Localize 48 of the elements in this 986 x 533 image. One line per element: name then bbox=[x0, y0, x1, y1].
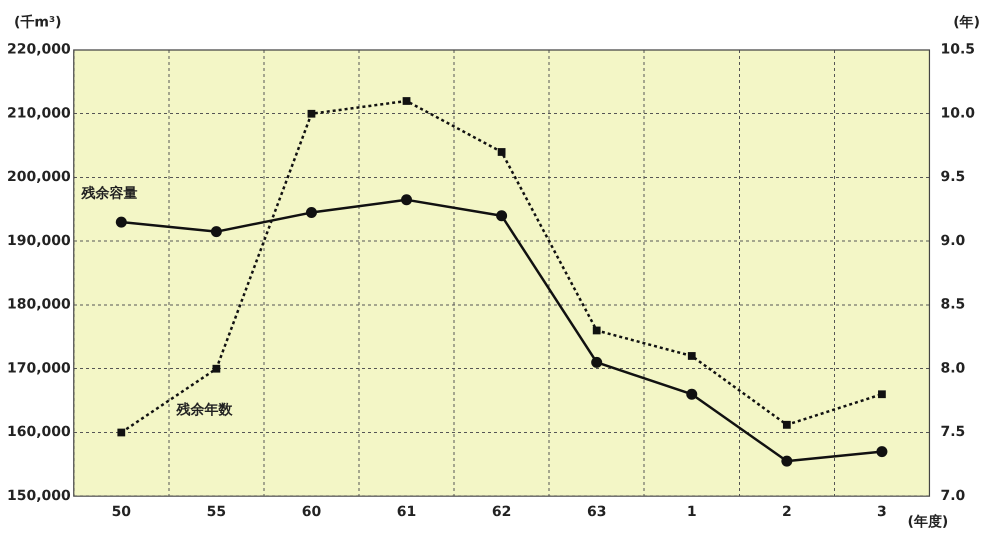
point bbox=[878, 390, 886, 398]
x-tick-label: 61 bbox=[396, 504, 416, 520]
point bbox=[498, 148, 506, 156]
y-tick-label: 160,000 bbox=[7, 424, 72, 440]
point bbox=[308, 110, 316, 118]
point bbox=[782, 420, 791, 429]
y2-tick-label: 10.0 bbox=[940, 105, 976, 122]
point bbox=[781, 456, 792, 467]
y-axis-title: (千m³) bbox=[14, 14, 62, 31]
series-label: 残余年数 bbox=[175, 402, 234, 418]
y2-tick-label: 10.5 bbox=[940, 42, 976, 58]
x-tick-label: 1 bbox=[686, 504, 697, 520]
series-label: 残余容量 bbox=[80, 184, 138, 202]
y-tick-label: 200,000 bbox=[7, 169, 72, 186]
point bbox=[402, 97, 410, 105]
x-axis-title: (年度) bbox=[907, 512, 948, 530]
y2-tick-label: 9.5 bbox=[940, 169, 966, 186]
y-tick-label: 210,000 bbox=[7, 105, 72, 122]
point bbox=[688, 352, 696, 360]
y2-tick-label: 7.5 bbox=[940, 424, 966, 440]
point bbox=[210, 226, 222, 238]
point bbox=[496, 210, 508, 222]
point bbox=[686, 388, 698, 400]
point bbox=[212, 364, 220, 373]
y-tick-label: 190,000 bbox=[7, 232, 72, 249]
y-tick-label: 220,000 bbox=[7, 42, 72, 58]
x-tick-label: 2 bbox=[782, 504, 792, 520]
y2-tick-label: 8.5 bbox=[940, 296, 966, 313]
x-tick-label: 50 bbox=[112, 504, 132, 520]
x-tick-label: 63 bbox=[586, 504, 606, 520]
y2-tick-label: 8.0 bbox=[940, 360, 966, 376]
y-tick-label: 180,000 bbox=[7, 296, 72, 313]
point bbox=[116, 216, 127, 228]
point bbox=[306, 207, 317, 218]
point bbox=[591, 356, 602, 368]
x-tick-label: 60 bbox=[302, 504, 322, 520]
y-tick-label: 170,000 bbox=[7, 360, 72, 376]
x-tick-label: 3 bbox=[877, 504, 887, 520]
x-tick-label: 62 bbox=[492, 504, 512, 520]
point bbox=[117, 428, 126, 436]
x-tick-label: 55 bbox=[206, 504, 226, 520]
y2-tick-label: 9.0 bbox=[940, 232, 966, 249]
y2-tick-label: 7.0 bbox=[940, 488, 966, 504]
y2-axis-title: (年) bbox=[953, 14, 980, 31]
point bbox=[876, 446, 888, 458]
point bbox=[592, 326, 601, 334]
y-tick-label: 150,000 bbox=[7, 488, 72, 504]
point bbox=[401, 194, 412, 206]
